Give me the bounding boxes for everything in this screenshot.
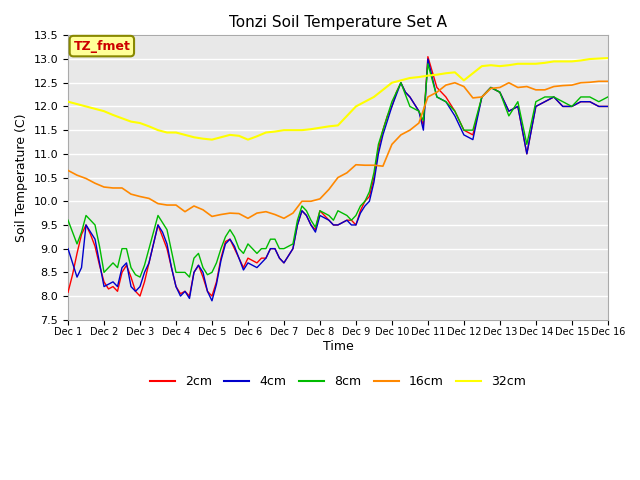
16cm (190, 203, 198, 209)
4cm (95, 260, 103, 266)
Text: TZ_fmet: TZ_fmet (74, 39, 131, 53)
Legend: 2cm, 4cm, 8cm, 16cm, 32cm: 2cm, 4cm, 8cm, 16cm, 32cm (145, 370, 531, 393)
4cm (177, 293, 184, 299)
16cm (244, 216, 252, 221)
X-axis label: Time: Time (323, 340, 353, 353)
8cm (181, 269, 189, 275)
2cm (383, 113, 391, 119)
2cm (276, 255, 284, 261)
2cm (406, 94, 413, 100)
16cm (604, 78, 612, 84)
4cm (208, 298, 216, 304)
Y-axis label: Soil Temperature (C): Soil Temperature (C) (15, 113, 28, 242)
8cm (276, 246, 284, 252)
8cm (383, 113, 391, 119)
2cm (424, 54, 432, 60)
Line: 32cm: 32cm (68, 58, 608, 140)
8cm (406, 104, 413, 109)
2cm (339, 220, 346, 226)
4cm (64, 246, 72, 252)
2cm (136, 293, 144, 299)
32cm (64, 99, 72, 105)
4cm (339, 220, 346, 226)
16cm (361, 162, 369, 168)
4cm (276, 255, 284, 261)
Line: 16cm: 16cm (68, 81, 608, 218)
16cm (172, 202, 180, 208)
32cm (541, 60, 548, 66)
32cm (262, 130, 270, 135)
16cm (397, 132, 404, 138)
16cm (541, 87, 548, 93)
8cm (95, 243, 103, 249)
16cm (64, 168, 72, 173)
32cm (208, 137, 216, 143)
8cm (424, 61, 432, 67)
Line: 8cm: 8cm (68, 64, 608, 277)
2cm (604, 104, 612, 109)
4cm (424, 56, 432, 62)
16cm (595, 78, 603, 84)
16cm (262, 209, 270, 215)
4cm (406, 94, 413, 100)
32cm (190, 134, 198, 140)
8cm (604, 94, 612, 100)
4cm (383, 118, 391, 123)
Line: 2cm: 2cm (68, 57, 608, 296)
32cm (361, 99, 369, 105)
32cm (397, 77, 404, 83)
8cm (136, 274, 144, 280)
2cm (95, 263, 103, 268)
Line: 4cm: 4cm (68, 59, 608, 301)
4cm (604, 104, 612, 109)
32cm (604, 55, 612, 61)
2cm (181, 288, 189, 294)
8cm (64, 217, 72, 223)
Title: Tonzi Soil Temperature Set A: Tonzi Soil Temperature Set A (229, 15, 447, 30)
32cm (172, 130, 180, 135)
8cm (339, 210, 346, 216)
2cm (64, 289, 72, 295)
